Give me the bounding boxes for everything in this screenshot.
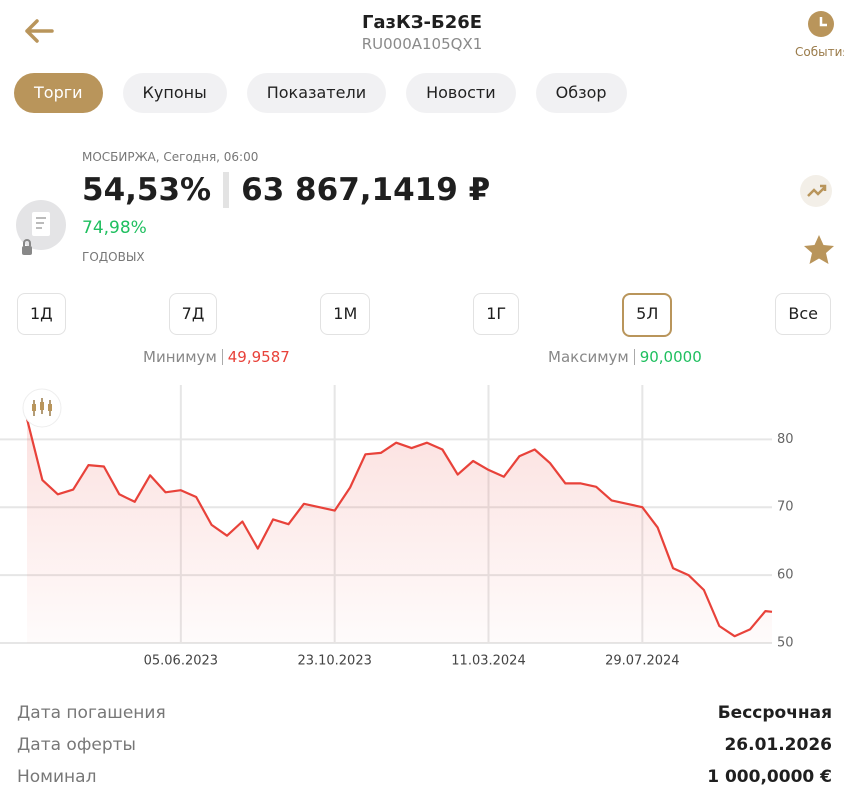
detail-label: Дата оферты (17, 735, 136, 755)
period-button[interactable]: Все (775, 293, 831, 335)
min-value: 49,9587 (227, 348, 290, 366)
period-bar: 1Д 7Д 1М 1Г 5Л Все (17, 293, 831, 337)
back-button[interactable] (22, 14, 56, 48)
price: 63 867,1419 ₽ (241, 172, 491, 208)
y-tick-label: 50 (777, 636, 794, 651)
price-line (25, 418, 773, 638)
trend-button[interactable] (800, 175, 832, 207)
detail-value: 26.01.2026 (724, 735, 832, 755)
max-value: 90,0000 (639, 348, 702, 366)
period-button[interactable]: 1Д (17, 293, 66, 335)
detail-value: Бессрочная (717, 703, 832, 723)
price-line: 54,53% 63 867,1419 ₽ (82, 172, 490, 208)
tab-bar: Торги Купоны Показатели Новости Обзор (14, 73, 627, 113)
y-tick-label: 60 (777, 568, 794, 583)
tab[interactable]: Новости (406, 73, 516, 113)
period-button[interactable]: 1М (320, 293, 371, 335)
events-icon[interactable] (807, 10, 835, 38)
isin: RU000A105QX1 (361, 35, 483, 53)
detail-value: 1 000,0000 € (707, 767, 832, 787)
min-label: Минимум (143, 348, 217, 366)
candle-toggle[interactable] (20, 386, 64, 430)
period-button[interactable]: 5Л (622, 293, 673, 337)
period-button[interactable]: 1Г (473, 293, 520, 335)
y-tick-label: 80 (777, 432, 794, 447)
details: Дата погашения Бессрочная Дата оферты 26.01… (17, 700, 832, 796)
x-tick-label: 29.07.2024 (605, 654, 679, 669)
events-label[interactable]: События (795, 45, 844, 59)
tab[interactable]: Показатели (246, 73, 387, 113)
detail-row: Номинал 1 000,0000 € (17, 764, 832, 796)
bond-icon (16, 200, 66, 255)
tab[interactable]: Торги (14, 73, 103, 113)
detail-row: Дата погашения Бессрочная (17, 700, 832, 732)
detail-label: Номинал (17, 767, 97, 787)
separator (223, 172, 230, 208)
yield: 54,53% (82, 172, 212, 208)
x-tick-label: 05.06.2023 (144, 654, 218, 669)
minimum: Минимум 49,9587 (143, 348, 290, 366)
title: ГазКЗ-Б26Е (361, 12, 483, 33)
x-tick-label: 23.10.2023 (297, 654, 371, 669)
detail-label: Дата погашения (17, 703, 166, 723)
exchange-time: МОСБИРЖА, Сегодня, 06:00 (82, 150, 259, 164)
x-tick-label: 11.03.2024 (451, 654, 525, 669)
separator (221, 349, 223, 365)
tab[interactable]: Обзор (535, 73, 627, 113)
separator (633, 349, 635, 365)
detail-row: Дата оферты 26.01.2026 (17, 732, 832, 764)
price-chart: 50 60 70 80 05.06.2023 23.10.2023 11.03.2024 29… (0, 385, 794, 669)
y-tick-label: 70 (777, 500, 794, 515)
maximum: Максимум 90,0000 (548, 348, 702, 366)
area-fill (27, 418, 772, 643)
max-label: Максимум (548, 348, 629, 366)
period-button[interactable]: 7Д (168, 293, 218, 335)
tab[interactable]: Купоны (122, 73, 227, 113)
favorite-star[interactable] (802, 233, 836, 267)
annual-yield: 74,98% (82, 218, 147, 238)
annual-label: ГОДОВЫХ (82, 250, 145, 264)
